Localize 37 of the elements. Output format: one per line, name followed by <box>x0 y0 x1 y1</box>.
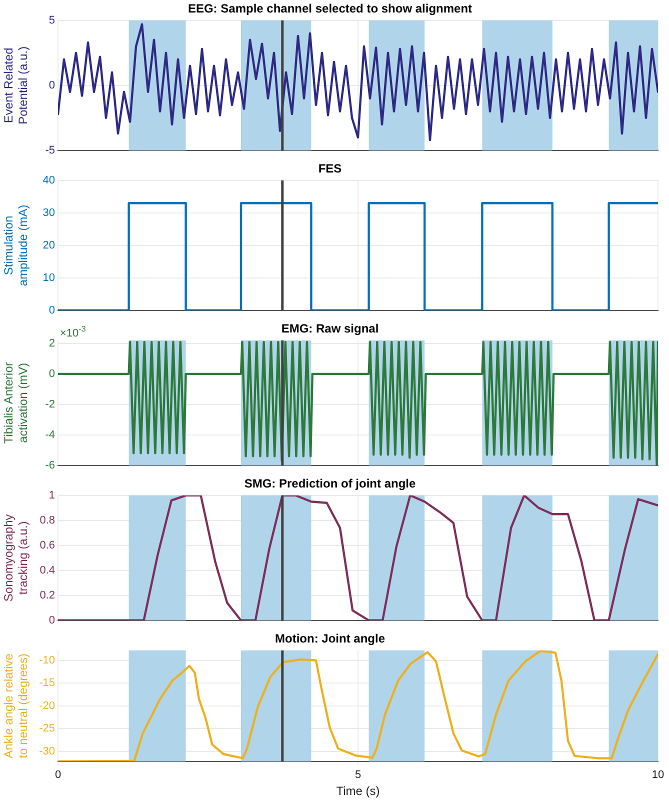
y-tick-label: 0 <box>48 304 55 316</box>
y-tick-label: 30 <box>42 206 55 219</box>
y-tick-label: 1 <box>48 489 55 502</box>
y-tick-label: 0 <box>48 79 55 92</box>
y-tick-label: -2 <box>45 398 55 410</box>
y-tick-label: 0.8 <box>40 514 55 526</box>
y-tick-label: 40 <box>42 174 55 186</box>
y-tick-label: 20 <box>42 239 55 252</box>
y-tick-label: 0.4 <box>40 564 55 576</box>
y-tick-label: -30 <box>39 745 55 758</box>
y-tick-label: 0 <box>48 368 55 380</box>
y-tick-label: -10 <box>39 654 55 666</box>
x-tick-label: 10 <box>652 769 664 782</box>
y-tick-label: 10 <box>42 272 55 284</box>
y-tick-label: -5 <box>45 144 55 156</box>
y-tick-label: -25 <box>39 722 55 735</box>
y-tick-label: -15 <box>39 677 55 690</box>
y-tick-label: -20 <box>39 700 55 712</box>
y-axis-title: Tibialis Anterior activation (mV) <box>2 362 30 444</box>
y-axis-title: Stimulation amplitude (mA) <box>2 204 30 286</box>
y-tick-label: 0.2 <box>40 589 55 602</box>
x-axis-title: Time (s) <box>336 784 380 798</box>
y-axis-title: Ankle angle relative to neutral (degrees) <box>2 653 30 758</box>
chart-title: EEG: Sample channel selected to show alignment <box>188 2 472 16</box>
chart-title: FES <box>318 162 342 176</box>
y-tick-label: 0 <box>48 614 55 626</box>
x-tick-label: 5 <box>354 769 362 782</box>
chart-title: EMG: Raw signal <box>281 322 379 336</box>
y-tick-label: 5 <box>48 14 55 26</box>
chart-title: SMG: Prediction of joint angle <box>244 476 416 491</box>
y-tick-label: -4 <box>45 428 55 441</box>
y-axis-title: Sonomyography tracking (a.u.) <box>2 514 30 602</box>
y-axis-title: Event Related Potential (a.u.) <box>2 46 30 124</box>
y-tick-label: 0.6 <box>40 539 55 552</box>
y-tick-label: 2 <box>48 337 55 350</box>
y-tick-label: -6 <box>45 459 55 472</box>
chart-title: Motion: Joint angle <box>275 632 386 646</box>
